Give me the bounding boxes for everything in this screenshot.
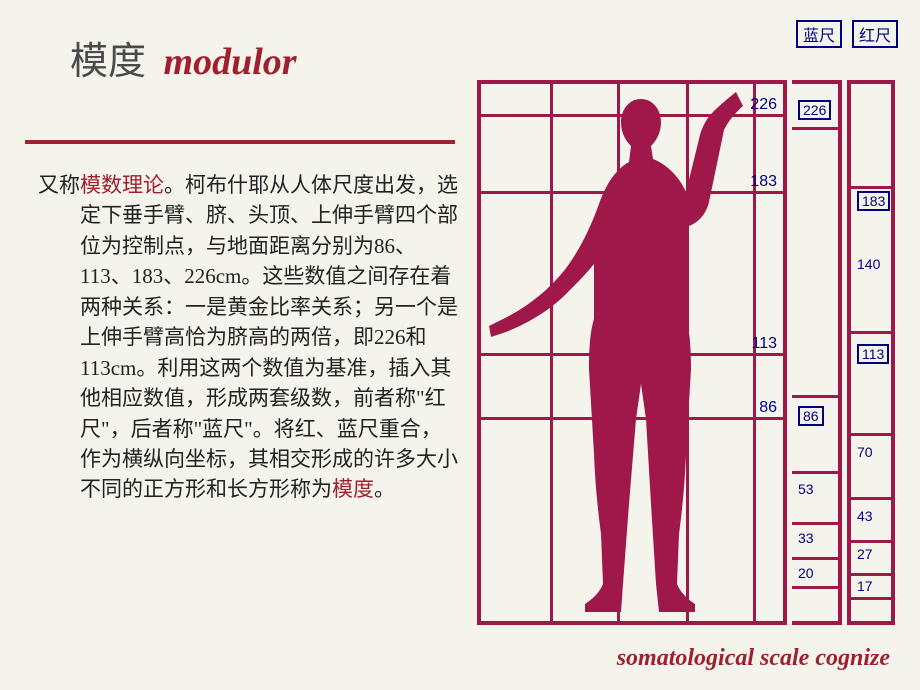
scale-div [851, 331, 891, 334]
title-en: modulor [164, 41, 297, 83]
scale-number: 43 [857, 508, 873, 524]
scale-div [792, 586, 838, 589]
scale-div [851, 597, 891, 600]
title-cn: 模度 [70, 41, 146, 83]
footer-text: somatological scale cognize [617, 645, 890, 672]
grid-label: 113 [751, 335, 777, 353]
scale-number: 70 [857, 444, 873, 460]
scale-number: 86 [798, 406, 824, 426]
red-scale-label: 红尺 [852, 20, 898, 48]
body-term2: 模度 [332, 477, 374, 501]
body-suffix: 。 [374, 477, 395, 501]
slide: 模度 modulor 又称模数理论。柯布什耶从人体尺度出发，选定下垂手臂、脐、头… [0, 0, 920, 690]
grid-label: 86 [759, 399, 777, 417]
scale-number: 17 [857, 578, 873, 594]
scale-number: 183 [857, 191, 890, 211]
body-term1: 模数理论 [80, 173, 164, 197]
scale-div [792, 395, 838, 398]
scale-div [851, 540, 891, 543]
scale-labels: 蓝尺 红尺 [796, 20, 898, 48]
grid-label: 183 [750, 173, 777, 191]
human-silhouette [481, 84, 781, 624]
blue-scale-column: 226 86 53 33 20 [792, 80, 842, 625]
body-text: 又称模数理论。柯布什耶从人体尺度出发，选定下垂手臂、脐、头顶、上伸手臂四个部位为… [38, 170, 458, 505]
red-scale-column: 183 140 113 70 43 27 17 [847, 80, 895, 625]
scale-div [851, 497, 891, 500]
scale-div [792, 557, 838, 560]
scale-number: 33 [798, 530, 814, 546]
scale-number: 27 [857, 546, 873, 562]
modulor-grid: 226 183 113 86 [477, 80, 787, 625]
title-divider [25, 140, 455, 144]
modulor-figure: 226 183 113 86 226 86 53 33 20 183 140 113 70 43 27 1… [477, 20, 902, 610]
scale-number: 113 [857, 344, 889, 364]
scale-number: 20 [798, 565, 814, 581]
grid-label: 226 [750, 96, 777, 114]
scale-div [792, 522, 838, 525]
blue-scale-label: 蓝尺 [796, 20, 842, 48]
scale-div [851, 186, 891, 189]
scale-div [851, 433, 891, 436]
body-prefix: 又称 [38, 173, 80, 197]
body-mid: 。柯布什耶从人体尺度出发，选定下垂手臂、脐、头顶、上伸手臂四个部位为控制点，与地… [80, 173, 458, 501]
page-title: 模度 modulor [70, 30, 297, 85]
scale-div [792, 471, 838, 474]
scale-div [792, 127, 838, 130]
scale-number: 140 [857, 256, 880, 272]
scale-number: 53 [798, 481, 814, 497]
scale-number: 226 [798, 100, 831, 120]
scale-div [851, 573, 891, 576]
